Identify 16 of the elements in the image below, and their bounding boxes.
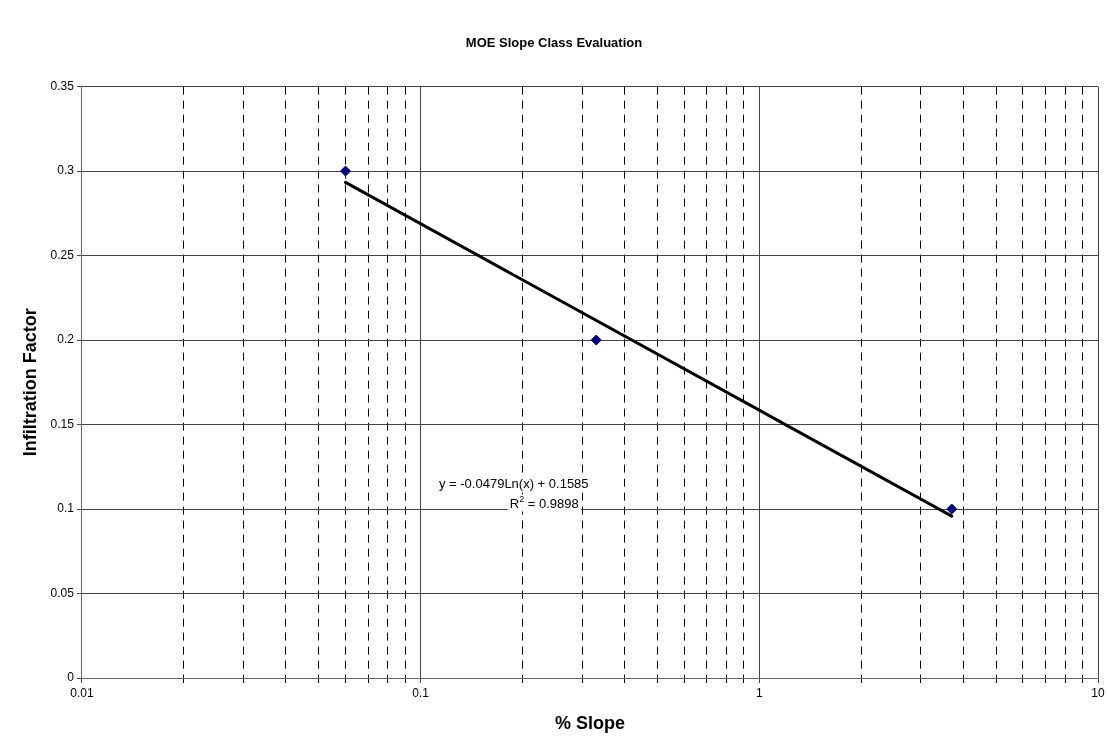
y-tick-label: 0.1 [57,501,75,516]
y-tick-label: 0.35 [50,78,75,93]
y-axis-title: Infiltration Factor [19,308,40,457]
x-tick-label: 1 [755,685,763,700]
x-tick-label: 0.1 [412,685,430,700]
y-tick-label: 0.2 [57,332,75,347]
x-tick-label: 10 [1091,685,1105,700]
annotation: y = -0.0479Ln(x) + 0.1585 [438,475,589,491]
y-tick-label: 0.15 [50,416,75,431]
x-tick-label: 0.01 [70,685,94,700]
y-tick-label: 0.3 [57,163,75,178]
y-tick-label: 0.05 [50,585,75,600]
chart-title: MOE Slope Class Evaluation [465,35,643,51]
y-tick-label: 0.25 [50,247,75,262]
x-axis-title: % Slope [554,713,625,734]
y-tick-label: 0 [67,670,75,685]
